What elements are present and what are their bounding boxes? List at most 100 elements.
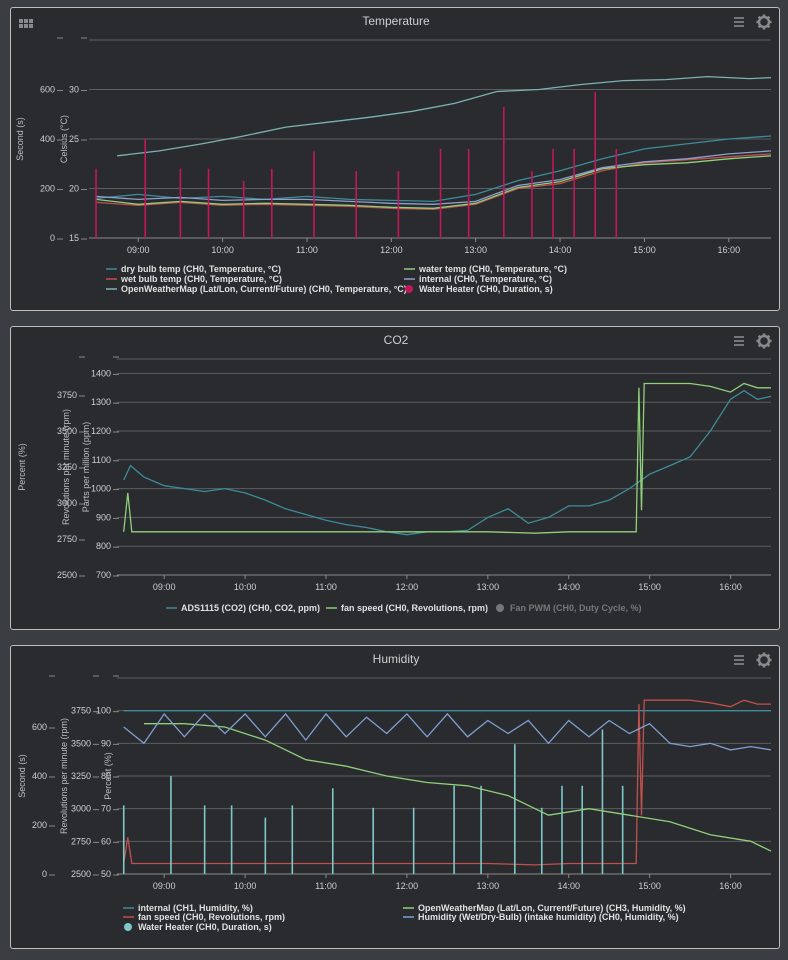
x-tick-label: 16:00	[719, 881, 742, 891]
humidity-chart-panel: Humidity 0 200 400 600 Second (s) 2500 2750 3000…	[10, 645, 780, 949]
y-tick-label: 2500	[71, 869, 91, 879]
legend-label: internal (CH1, Humidity, %)	[138, 903, 253, 913]
x-tick-label: 15:00	[633, 245, 656, 255]
grid-menu-icon-cell	[19, 19, 23, 23]
gear-settings-icon[interactable]	[756, 14, 772, 30]
x-tick-label: 16:00	[718, 245, 741, 255]
y-tick-label: 50	[101, 869, 111, 879]
y-axis-label: Percent (%)	[103, 752, 113, 800]
series-3	[95, 155, 772, 209]
x-tick-label: 12:00	[396, 881, 419, 891]
x-tick-label: 14:00	[557, 881, 580, 891]
hamburger-menu-icon[interactable]	[734, 655, 744, 665]
series-3	[144, 723, 772, 852]
gear-settings-icon[interactable]	[756, 333, 772, 349]
y-tick-label: 20	[69, 184, 79, 194]
y-axis-label: Second (s)	[15, 117, 25, 161]
series-0	[95, 135, 772, 203]
series-line	[123, 389, 772, 536]
legend-label: ADS1115 (CO2) (CH0, CO2, ppm)	[181, 603, 320, 613]
legend-item[interactable]: OpenWeatherMap (Lat/Lon, Current/Future)…	[403, 903, 686, 913]
y-tick-label: 2500	[57, 570, 77, 580]
x-tick-label: 10:00	[234, 582, 257, 592]
x-tick-label: 14:00	[557, 582, 580, 592]
x-tick-label: 09:00	[153, 881, 176, 891]
legend-item[interactable]: Fan PWM (CH0, Duty Cycle, %)	[496, 603, 642, 613]
y-tick-label: 0	[50, 233, 55, 243]
legend-label: wet bulb temp (CH0, Temperature, °C)	[120, 274, 282, 284]
gridlines	[117, 677, 771, 875]
y-tick-label: 1000	[91, 484, 111, 494]
chart-title: Temperature	[362, 14, 430, 28]
legend-item[interactable]: wet bulb temp (CH0, Temperature, °C)	[106, 274, 282, 284]
y-tick-label: 80	[101, 771, 111, 781]
x-tick-label: 11:00	[296, 245, 318, 255]
y-tick-label: 800	[96, 541, 111, 551]
x-tick-label: 12:00	[380, 245, 403, 255]
legend-label: Water Heater (CH0, Duration, s)	[138, 922, 272, 932]
legend-item[interactable]: Water Heater (CH0, Duration, s)	[405, 284, 553, 294]
y-tick-label: 90	[101, 738, 111, 748]
series-4	[123, 712, 772, 751]
grid-menu-icon-cell	[24, 24, 28, 28]
x-tick-label: 16:00	[719, 582, 742, 592]
legend-label: Fan PWM (CH0, Duty Cycle, %)	[510, 603, 642, 613]
x-tick-label: 11:00	[315, 881, 337, 891]
legend-item[interactable]: fan speed (CH0, Revolutions, rpm)	[123, 912, 285, 922]
legend-item[interactable]: internal (CH1, Humidity, %)	[123, 903, 253, 913]
gear-settings-icon[interactable]	[756, 652, 772, 668]
legend-label: internal (CH0, Temperature, °C)	[419, 274, 552, 284]
x-tick-label: 15:00	[638, 881, 661, 891]
y-tick-label: 3000	[71, 804, 91, 814]
hamburger-menu-icon[interactable]	[734, 336, 744, 346]
legend-item[interactable]: dry bulb temp (CH0, Temperature, °C)	[106, 264, 281, 274]
legend-item[interactable]: internal (CH0, Temperature, °C)	[404, 274, 552, 284]
gear-settings-icon-ring	[757, 653, 771, 667]
legend-label: dry bulb temp (CH0, Temperature, °C)	[121, 264, 281, 274]
series-4	[95, 150, 772, 205]
legend-item[interactable]: fan speed (CH0, Revolutions, rpm)	[326, 603, 488, 613]
x-tick-label: 09:00	[127, 245, 150, 255]
y-tick-label: 60	[101, 836, 111, 846]
series-line	[123, 699, 771, 866]
grid-menu-icon[interactable]	[19, 19, 33, 28]
legend-marker	[496, 604, 504, 612]
series-5	[95, 91, 618, 238]
legend-label: water temp (CH0, Temperature, °C)	[418, 264, 567, 274]
temperature-chart-panel: Temperature 0 200 400 600 Second (s) 15 20 25 30 C…	[10, 7, 780, 311]
y-tick-label: 3750	[71, 706, 91, 716]
legend-item[interactable]: water temp (CH0, Temperature, °C)	[404, 264, 567, 274]
y-tick-label: 1300	[91, 397, 111, 407]
legend-label: OpenWeatherMap (Lat/Lon, Current/Future)…	[121, 284, 407, 294]
x-tick-label: 13:00	[464, 245, 487, 255]
legend-item[interactable]: Humidity (Wet/Dry-Bulb) (intake humidity…	[403, 912, 679, 922]
series-2	[122, 729, 624, 874]
series-line	[95, 155, 772, 209]
legend-label: fan speed (CH0, Revolutions, rpm)	[138, 912, 285, 922]
co2-chart-panel: CO2 Percent (%) 2500 2750 3000 3250 3500 3750 Re…	[10, 326, 780, 630]
series-line	[144, 723, 772, 852]
y-tick-label: 30	[69, 85, 79, 95]
y-tick-label: 1400	[91, 368, 111, 378]
gridlines	[117, 358, 771, 576]
series-line	[123, 382, 771, 534]
grid-menu-icon-cell	[19, 24, 23, 28]
hamburger-menu-icon[interactable]	[734, 17, 744, 27]
legend-item[interactable]: ADS1115 (CO2) (CH0, CO2, ppm)	[166, 603, 320, 613]
y-tick-label: 600	[32, 722, 47, 732]
y-tick-label: 600	[40, 85, 55, 95]
series-2	[117, 75, 772, 157]
chart-title: CO2	[384, 333, 409, 347]
y-tick-label: 3250	[71, 771, 91, 781]
legend-item[interactable]: Water Heater (CH0, Duration, s)	[124, 922, 272, 932]
legend-item[interactable]: OpenWeatherMap (Lat/Lon, Current/Future)…	[106, 284, 407, 294]
y-tick-label: 1100	[92, 455, 111, 465]
y-axis-label: Parts per million (ppm)	[81, 422, 91, 513]
x-tick-label: 15:00	[638, 582, 661, 592]
y-tick-label: 3250	[57, 462, 77, 472]
x-tick-label: 10:00	[234, 881, 257, 891]
legend-label: fan speed (CH0, Revolutions, rpm)	[341, 603, 488, 613]
legend-label: Water Heater (CH0, Duration, s)	[419, 284, 553, 294]
grid-menu-icon-cell	[24, 19, 28, 23]
y-tick-label: 200	[32, 820, 47, 830]
